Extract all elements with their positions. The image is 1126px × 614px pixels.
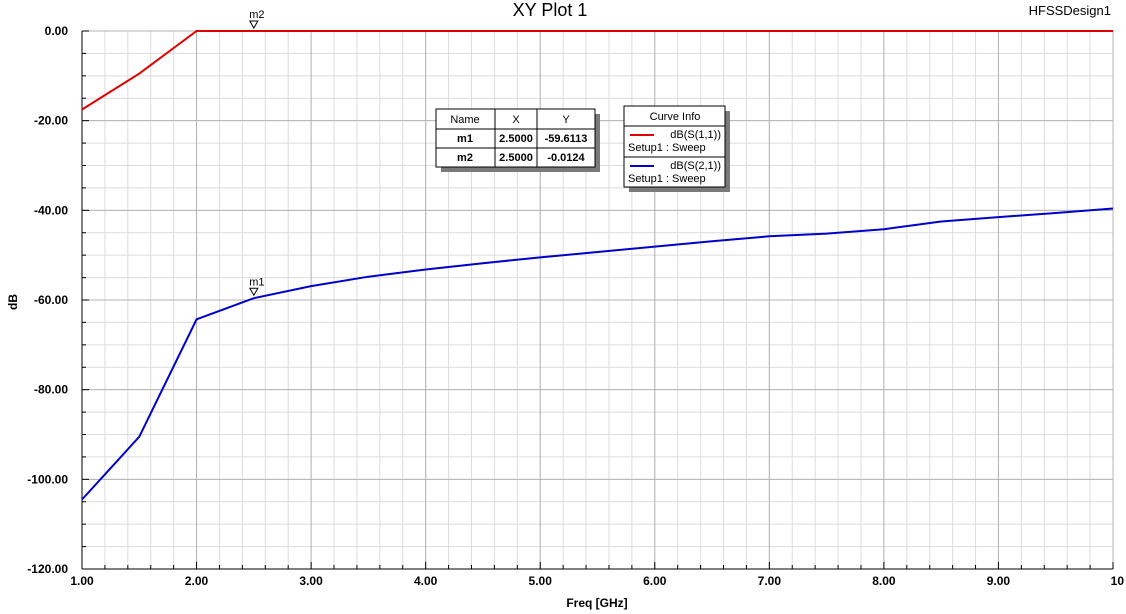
curve-info-legend[interactable]: Curve Info dB(S(1,1)) Setup1 : Sweep dB(… bbox=[623, 105, 730, 192]
chart-title: XY Plot 1 bbox=[513, 0, 588, 20]
marker-table[interactable]: Name X Y m1 2.5000 -59.6113 m2 2.5000 -0… bbox=[435, 108, 600, 172]
marker-triangle[interactable] bbox=[248, 287, 259, 297]
y-tick-label: -80.00 bbox=[34, 383, 68, 397]
axes: 1.00 2.00 3.00 4.00 5.00 6.00 7.00 8.00 9.00 10 0.… bbox=[27, 24, 1124, 588]
y-tick-label: -60.00 bbox=[34, 293, 68, 307]
x-tick-label: 10 bbox=[1111, 574, 1125, 588]
series-lines bbox=[81, 30, 1114, 501]
x-tick-label: 1.00 bbox=[70, 574, 94, 588]
grid bbox=[81, 30, 1114, 570]
marker-table-cell: -0.0124 bbox=[547, 152, 585, 164]
curve-info-frame bbox=[623, 105, 726, 188]
y-tick-label: 0.00 bbox=[45, 24, 69, 38]
x-tick-label: 5.00 bbox=[529, 574, 553, 588]
marker-table-header-name: Name bbox=[450, 114, 479, 126]
marker-table-header-y: Y bbox=[562, 114, 570, 126]
legend-series-setup: Setup1 : Sweep bbox=[628, 142, 706, 154]
marker-triangle[interactable] bbox=[248, 20, 259, 30]
y-tick-label: -40.00 bbox=[34, 203, 68, 217]
marker-table-frame bbox=[435, 108, 596, 168]
marker-label: m1 bbox=[249, 276, 264, 288]
legend-series-name: dB(S(1,1)) bbox=[670, 129, 721, 141]
x-tick-label: 3.00 bbox=[299, 574, 323, 588]
marker-table-header-x: X bbox=[512, 114, 520, 126]
x-axis-title: Freq [GHz] bbox=[566, 596, 627, 610]
x-tick-label: 8.00 bbox=[872, 574, 896, 588]
x-tick-label: 2.00 bbox=[185, 574, 209, 588]
y-tick-label: -100.00 bbox=[27, 472, 68, 486]
marker-table-cell: -59.6113 bbox=[545, 133, 588, 145]
marker-table-cell: m2 bbox=[457, 152, 473, 164]
x-tick-label: 7.00 bbox=[758, 574, 782, 588]
markers: m1 m2 bbox=[248, 9, 264, 297]
series-line bbox=[81, 30, 1113, 111]
y-axis-title: dB bbox=[6, 294, 20, 310]
design-name: HFSSDesign1 bbox=[1029, 3, 1111, 18]
y-tick-label: -20.00 bbox=[34, 114, 68, 128]
x-tick-label: 9.00 bbox=[987, 574, 1011, 588]
x-tick-label: 6.00 bbox=[643, 574, 667, 588]
marker-table-cell: 2.5000 bbox=[499, 152, 533, 164]
series-line bbox=[81, 207, 1114, 501]
curve-info-title: Curve Info bbox=[650, 111, 701, 123]
y-tick-label: -120.00 bbox=[27, 562, 68, 576]
x-tick-label: 4.00 bbox=[414, 574, 438, 588]
marker-table-cell: m1 bbox=[457, 133, 473, 145]
marker-table-cell: 2.5000 bbox=[499, 133, 533, 145]
marker-label: m2 bbox=[249, 9, 264, 21]
legend-series-name: dB(S(2,1)) bbox=[670, 160, 721, 172]
legend-series-setup: Setup1 : Sweep bbox=[628, 173, 706, 185]
